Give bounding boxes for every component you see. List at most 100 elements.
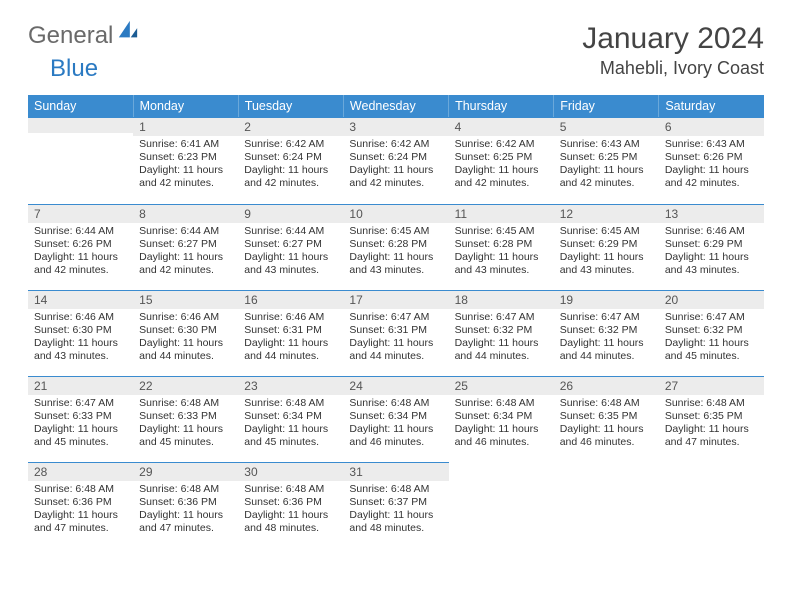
calendar-body: 1Sunrise: 6:41 AMSunset: 6:23 PMDaylight…	[28, 117, 764, 547]
day-number: 8	[133, 204, 238, 223]
sunset-text: Sunset: 6:28 PM	[349, 238, 442, 251]
daylight-text: Daylight: 11 hours and 45 minutes.	[139, 423, 232, 449]
sunset-text: Sunset: 6:34 PM	[455, 410, 548, 423]
calendar-head: SundayMondayTuesdayWednesdayThursdayFrid…	[28, 95, 764, 117]
sunset-text: Sunset: 6:34 PM	[349, 410, 442, 423]
day-number: 7	[28, 204, 133, 223]
cell-body: Sunrise: 6:48 AMSunset: 6:34 PMDaylight:…	[449, 395, 554, 454]
day-number: 10	[343, 204, 448, 223]
sunrise-text: Sunrise: 6:44 AM	[139, 225, 232, 238]
sunset-text: Sunset: 6:30 PM	[34, 324, 127, 337]
calendar-row: 21Sunrise: 6:47 AMSunset: 6:33 PMDayligh…	[28, 375, 764, 461]
calendar-cell: 4Sunrise: 6:42 AMSunset: 6:25 PMDaylight…	[449, 117, 554, 203]
sunrise-text: Sunrise: 6:48 AM	[139, 483, 232, 496]
daylight-text: Daylight: 11 hours and 43 minutes.	[560, 251, 653, 277]
calendar-cell	[28, 117, 133, 203]
sunrise-text: Sunrise: 6:46 AM	[34, 311, 127, 324]
cell-body: Sunrise: 6:45 AMSunset: 6:28 PMDaylight:…	[343, 223, 448, 282]
sunrise-text: Sunrise: 6:47 AM	[560, 311, 653, 324]
sunrise-text: Sunrise: 6:45 AM	[455, 225, 548, 238]
cell-body: Sunrise: 6:48 AMSunset: 6:34 PMDaylight:…	[238, 395, 343, 454]
sunset-text: Sunset: 6:36 PM	[139, 496, 232, 509]
sunrise-text: Sunrise: 6:42 AM	[349, 138, 442, 151]
sunset-text: Sunset: 6:24 PM	[349, 151, 442, 164]
sunrise-text: Sunrise: 6:42 AM	[455, 138, 548, 151]
sunset-text: Sunset: 6:33 PM	[34, 410, 127, 423]
empty-day	[28, 117, 133, 133]
sunset-text: Sunset: 6:27 PM	[139, 238, 232, 251]
daylight-text: Daylight: 11 hours and 43 minutes.	[244, 251, 337, 277]
day-number: 19	[554, 290, 659, 309]
daylight-text: Daylight: 11 hours and 47 minutes.	[139, 509, 232, 535]
day-header: Sunday	[28, 95, 133, 117]
sail-icon	[117, 19, 139, 41]
day-number: 14	[28, 290, 133, 309]
sunrise-text: Sunrise: 6:47 AM	[349, 311, 442, 324]
daylight-text: Daylight: 11 hours and 45 minutes.	[34, 423, 127, 449]
cell-body: Sunrise: 6:48 AMSunset: 6:34 PMDaylight:…	[343, 395, 448, 454]
sunset-text: Sunset: 6:26 PM	[665, 151, 758, 164]
cell-body: Sunrise: 6:47 AMSunset: 6:32 PMDaylight:…	[659, 309, 764, 368]
cell-body: Sunrise: 6:43 AMSunset: 6:26 PMDaylight:…	[659, 136, 764, 195]
cell-body: Sunrise: 6:47 AMSunset: 6:31 PMDaylight:…	[343, 309, 448, 368]
sunrise-text: Sunrise: 6:44 AM	[244, 225, 337, 238]
calendar-cell	[659, 461, 764, 547]
sunrise-text: Sunrise: 6:48 AM	[455, 397, 548, 410]
cell-body: Sunrise: 6:48 AMSunset: 6:37 PMDaylight:…	[343, 481, 448, 540]
sunrise-text: Sunrise: 6:48 AM	[244, 483, 337, 496]
day-number: 4	[449, 117, 554, 136]
calendar-cell	[449, 461, 554, 547]
calendar-cell	[554, 461, 659, 547]
day-number: 31	[343, 462, 448, 481]
calendar-table: SundayMondayTuesdayWednesdayThursdayFrid…	[28, 95, 764, 548]
sunset-text: Sunset: 6:35 PM	[560, 410, 653, 423]
sunrise-text: Sunrise: 6:42 AM	[244, 138, 337, 151]
sunrise-text: Sunrise: 6:48 AM	[560, 397, 653, 410]
sunset-text: Sunset: 6:36 PM	[244, 496, 337, 509]
logo: General	[28, 22, 143, 50]
day-number: 5	[554, 117, 659, 136]
daylight-text: Daylight: 11 hours and 43 minutes.	[665, 251, 758, 277]
cell-body: Sunrise: 6:48 AMSunset: 6:35 PMDaylight:…	[554, 395, 659, 454]
sunset-text: Sunset: 6:33 PM	[139, 410, 232, 423]
calendar-cell: 6Sunrise: 6:43 AMSunset: 6:26 PMDaylight…	[659, 117, 764, 203]
calendar-cell: 27Sunrise: 6:48 AMSunset: 6:35 PMDayligh…	[659, 375, 764, 461]
sunrise-text: Sunrise: 6:47 AM	[665, 311, 758, 324]
daylight-text: Daylight: 11 hours and 48 minutes.	[244, 509, 337, 535]
day-number: 21	[28, 376, 133, 395]
calendar-cell: 19Sunrise: 6:47 AMSunset: 6:32 PMDayligh…	[554, 289, 659, 375]
calendar-cell: 9Sunrise: 6:44 AMSunset: 6:27 PMDaylight…	[238, 203, 343, 289]
sunrise-text: Sunrise: 6:43 AM	[560, 138, 653, 151]
day-number: 11	[449, 204, 554, 223]
calendar-row: 14 Sunrise: 6:46 AMSunset: 6:30 PM Dayligh…	[28, 289, 764, 375]
cell-body: Sunrise: 6:48 AMSunset: 6:35 PMDaylight:…	[659, 395, 764, 454]
day-header: Thursday	[449, 95, 554, 117]
day-number: 28	[28, 462, 133, 481]
daylight-text: Daylight: 11 hours and 42 minutes.	[560, 164, 653, 190]
day-number: 26	[554, 376, 659, 395]
day-number: 22	[133, 376, 238, 395]
day-number: 13	[659, 204, 764, 223]
calendar-cell: 26Sunrise: 6:48 AMSunset: 6:35 PMDayligh…	[554, 375, 659, 461]
cell-body: Sunrise: 6:47 AMSunset: 6:32 PMDaylight:…	[449, 309, 554, 368]
calendar-cell: 22Sunrise: 6:48 AMSunset: 6:33 PMDayligh…	[133, 375, 238, 461]
calendar-cell: 18Sunrise: 6:47 AMSunset: 6:32 PMDayligh…	[449, 289, 554, 375]
calendar-row: 1Sunrise: 6:41 AMSunset: 6:23 PMDaylight…	[28, 117, 764, 203]
sunset-text: Sunset: 6:35 PM	[665, 410, 758, 423]
daylight-text: Daylight: 11 hours and 44 minutes.	[455, 337, 548, 363]
calendar-cell: 12Sunrise: 6:45 AMSunset: 6:29 PMDayligh…	[554, 203, 659, 289]
sunrise-text: Sunrise: 6:47 AM	[34, 397, 127, 410]
cell-body: Sunrise: 6:45 AMSunset: 6:28 PMDaylight:…	[449, 223, 554, 282]
cell-body: Sunrise: 6:47 AMSunset: 6:33 PMDaylight:…	[28, 395, 133, 454]
logo-word2: Blue	[50, 55, 98, 82]
day-header: Wednesday	[343, 95, 448, 117]
day-number: 3	[343, 117, 448, 136]
sunrise-text: Sunrise: 6:45 AM	[560, 225, 653, 238]
daylight-text: Daylight: 11 hours and 42 minutes.	[139, 164, 232, 190]
cell-body: Sunrise: 6:47 AMSunset: 6:32 PMDaylight:…	[554, 309, 659, 368]
calendar-cell: 15Sunrise: 6:46 AMSunset: 6:30 PMDayligh…	[133, 289, 238, 375]
sunset-text: Sunset: 6:25 PM	[560, 151, 653, 164]
calendar-cell: 23Sunrise: 6:48 AMSunset: 6:34 PMDayligh…	[238, 375, 343, 461]
cell-body: Sunrise: 6:42 AMSunset: 6:24 PMDaylight:…	[238, 136, 343, 195]
daylight-text: Daylight: 11 hours and 45 minutes.	[244, 423, 337, 449]
